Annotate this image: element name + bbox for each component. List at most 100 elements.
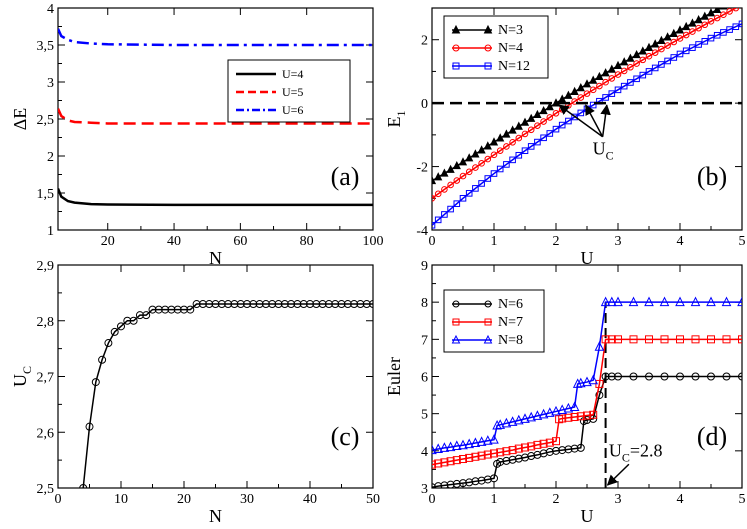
data-point <box>664 42 671 49</box>
data-point <box>726 26 733 33</box>
data-point <box>589 86 597 94</box>
data-point <box>607 64 616 73</box>
data-point <box>490 449 498 458</box>
data-point <box>583 411 591 420</box>
data-point <box>707 34 715 42</box>
data-point <box>722 372 731 381</box>
legend-label: N=8 <box>498 333 523 348</box>
data-point <box>280 300 289 309</box>
data-point <box>521 453 529 462</box>
y-tick-label: 9 <box>421 259 428 274</box>
data-point <box>502 456 511 465</box>
data-point <box>513 414 524 425</box>
series-n-6 <box>432 372 742 488</box>
x-tick-label: 20 <box>101 234 115 249</box>
y-tick-label: 7 <box>421 333 428 348</box>
data-point <box>534 122 541 129</box>
data-point <box>614 86 622 94</box>
data-point <box>707 335 715 344</box>
data-point <box>741 8 742 9</box>
data-point <box>620 82 628 90</box>
x-axis-title: N <box>209 248 222 268</box>
data-point <box>690 296 701 307</box>
y-tick-label: 3 <box>47 76 54 91</box>
data-point <box>713 31 721 39</box>
data-point <box>205 300 214 309</box>
x-axis-title: U <box>581 248 594 268</box>
x-tick-label: 30 <box>240 492 254 507</box>
data-point <box>713 14 721 22</box>
x-tick-label: 10 <box>114 492 128 507</box>
data-point <box>540 134 547 142</box>
data-point <box>691 335 700 344</box>
data-point <box>657 35 666 44</box>
data-point <box>639 71 647 79</box>
data-point <box>495 419 506 429</box>
data-point <box>192 300 201 309</box>
data-point <box>129 316 138 325</box>
y-tick-label: 4 <box>47 2 54 17</box>
data-point <box>602 78 609 86</box>
series-line <box>82 303 373 488</box>
data-point <box>142 311 151 320</box>
data-point <box>532 410 543 420</box>
data-point <box>552 446 560 455</box>
data-point <box>489 434 499 444</box>
data-point <box>620 67 628 75</box>
data-point <box>496 457 505 466</box>
data-point <box>465 453 474 462</box>
panel-label: (c) <box>331 422 360 451</box>
data-point <box>514 121 523 130</box>
data-point <box>732 8 740 12</box>
uc-arrow <box>585 104 604 138</box>
y-tick-label: 2,6 <box>37 426 55 441</box>
data-point <box>503 143 510 150</box>
data-point <box>452 318 460 326</box>
data-point <box>691 372 700 381</box>
data-point <box>527 442 536 451</box>
data-point <box>726 8 733 15</box>
data-point <box>447 181 454 189</box>
data-point <box>669 28 678 37</box>
data-point <box>440 458 449 467</box>
y-tick-label: 2,8 <box>37 315 55 330</box>
data-point <box>601 335 610 344</box>
data-point <box>571 113 578 121</box>
data-point <box>496 147 504 154</box>
data-point <box>520 413 530 423</box>
data-point <box>533 109 542 119</box>
data-point <box>508 446 517 455</box>
panel-label: (b) <box>697 162 727 191</box>
data-point <box>602 94 609 101</box>
data-point <box>432 460 436 469</box>
data-point <box>689 28 696 35</box>
data-point <box>675 296 685 307</box>
data-point <box>484 155 492 163</box>
data-point <box>433 443 444 453</box>
data-point <box>117 322 125 331</box>
data-point <box>483 24 493 34</box>
data-point <box>526 411 537 422</box>
legend-label: U=5 <box>282 85 303 99</box>
legend: U=4 U=5 U=6 <box>227 59 351 123</box>
uc-value-sub: C <box>622 450 630 464</box>
data-point <box>539 439 548 448</box>
x-tick-label: 60 <box>233 234 247 249</box>
data-point <box>453 177 461 184</box>
series-u-6 <box>58 28 373 47</box>
data-point <box>167 305 176 314</box>
data-point <box>432 221 436 229</box>
data-point <box>465 190 473 197</box>
x-axis-title: U <box>581 506 594 526</box>
data-point <box>670 38 678 46</box>
y-axis-title: E1 <box>384 111 408 128</box>
data-point <box>645 68 653 75</box>
data-point <box>614 335 622 344</box>
data-point <box>601 372 610 381</box>
data-point <box>484 318 492 326</box>
series-n-3 <box>432 8 728 185</box>
data-point <box>459 455 467 464</box>
data-point <box>356 300 365 309</box>
data-point <box>676 35 684 42</box>
data-point <box>571 98 578 105</box>
